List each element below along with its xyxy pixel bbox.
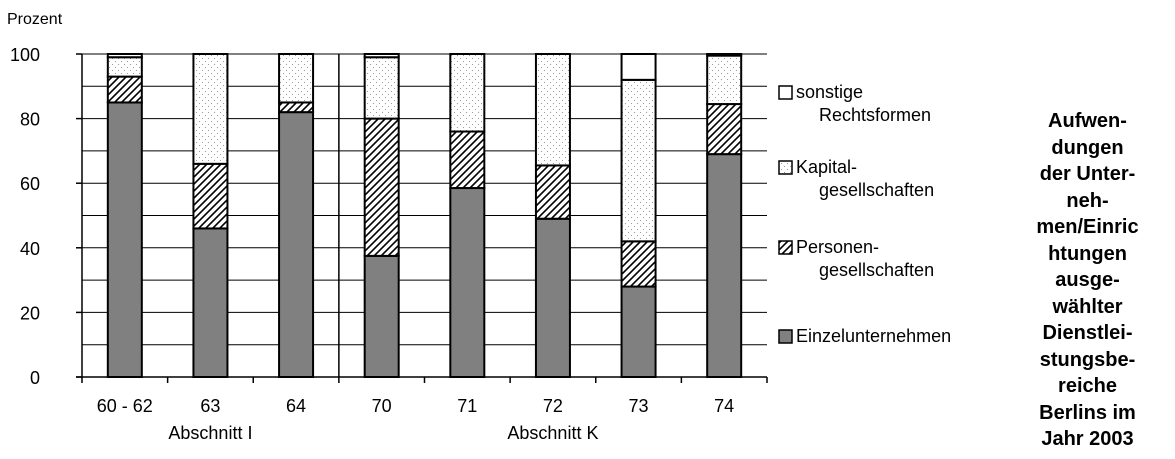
bar-segment-kapital-gesellschaften [706,54,743,106]
axis-labels: 0 20 40 60 80 100 Prozent 60 - 62 63 64 70 71 72 73 74… [7,11,734,443]
x-tick-label: 72 [543,396,563,416]
bar-segment-kapital-gesellschaften [278,53,315,104]
gridlines [82,53,767,346]
legend-swatch-einzelunternehmen [778,329,793,344]
bar-segment-sonstige-rechtsformen [363,53,400,59]
group-label: Abschnitt I [168,423,252,443]
bar-segment-einzelunternehmen [706,153,743,378]
bar-segment-personen-gesellschaften [706,103,743,156]
axes [76,53,768,383]
y-tick-label: 0 [30,368,40,388]
x-tick-label: 64 [286,396,306,416]
bar-segment-personen-gesellschaften [449,130,486,190]
bar-segment-personen-gesellschaften [278,101,315,114]
side-title: Aufwen- dungen der Unter- neh- men/Einri… [1036,110,1139,450]
bar-segment-kapital-gesellschaften [106,56,143,78]
x-tick-label: 70 [372,396,392,416]
x-tick-label: 74 [714,396,734,416]
bar-segment-kapital-gesellschaften [534,53,571,167]
y-axis-label: Prozent [7,11,63,28]
bar-segment-personen-gesellschaften [620,240,657,288]
bar-segment-personen-gesellschaften [534,164,571,220]
bar-segment-sonstige-rechtsformen [620,53,657,81]
bar-segment-kapital-gesellschaften [192,53,229,165]
legend: sonstige Rechtsformen Kapital-gesellschaft… [778,82,951,346]
legend-label-sonstige-rechtsformen: sonstige Rechtsformen [796,82,931,125]
legend-swatch-sonstige-rechtsformen [778,85,793,100]
bar-segment-sonstige-rechtsformen [106,53,143,59]
y-tick-label: 20 [20,303,40,323]
bar-segment-personen-gesellschaften [363,117,400,257]
legend-label-einzelunternehmen: Einzelunternehmen [796,326,951,346]
y-tick-label: 100 [10,45,40,65]
bar-segment-einzelunternehmen [534,217,571,378]
legend-label-kapital-gesellschaften: Kapital-gesellschaften [796,157,934,200]
bar-segment-einzelunternehmen [449,187,486,378]
y-tick-label: 80 [20,110,40,130]
y-tick-label: 40 [20,239,40,259]
bars [106,53,743,378]
bar-segment-einzelunternehmen [363,254,400,378]
bar-segment-einzelunternehmen [192,227,229,378]
bar-segment-kapital-gesellschaften [449,53,486,133]
x-tick-label: 60 - 62 [97,396,153,416]
bar-segment-einzelunternehmen [106,101,143,378]
legend-swatch-personen-gesellschaften [778,240,793,255]
group-label: Abschnitt K [507,423,598,443]
legend-label-personen-gesellschaften: Personen-gesellschaften [796,237,934,280]
x-tick-label: 73 [629,396,649,416]
x-tick-label: 71 [457,396,477,416]
bar-segment-personen-gesellschaften [106,75,143,104]
bar-segment-sonstige-rechtsformen [706,53,743,57]
bar-segment-einzelunternehmen [278,111,315,378]
bar-segment-kapital-gesellschaften [363,56,400,120]
bar-segment-personen-gesellschaften [192,162,229,230]
x-tick-label: 63 [200,396,220,416]
legend-swatch-kapital-gesellschaften [778,160,793,175]
y-tick-label: 60 [20,174,40,194]
bar-segment-einzelunternehmen [620,285,657,378]
bar-segment-kapital-gesellschaften [620,78,657,243]
